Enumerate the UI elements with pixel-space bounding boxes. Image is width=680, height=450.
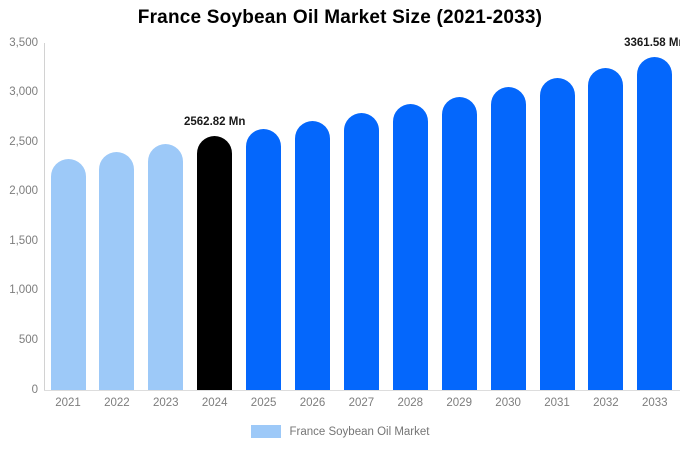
x-tick-label-2027: 2027 [348, 397, 375, 409]
bar-2025[interactable] [246, 128, 282, 390]
y-axis-line [44, 43, 45, 390]
bar-2033[interactable] [637, 56, 673, 390]
bar-2029[interactable] [441, 96, 477, 390]
y-tick-label: 3,000 [9, 86, 38, 99]
bar-2024[interactable] [197, 135, 233, 390]
point-label-2024: 2562.82 Mn [184, 115, 246, 128]
y-tick-label: 2,000 [9, 185, 38, 198]
bar-2031[interactable] [539, 77, 575, 390]
legend-label: France Soybean Oil Market [289, 425, 430, 438]
bar-2023[interactable] [148, 144, 184, 390]
x-tick-label-2023: 2023 [153, 397, 179, 409]
bar-2022[interactable] [99, 151, 135, 390]
chart-title: France Soybean Oil Market Size (2021-203… [137, 7, 543, 28]
x-tick-label-2022: 2022 [104, 397, 130, 409]
bar-2027[interactable] [343, 112, 379, 390]
x-tick-label-2030: 2030 [495, 397, 521, 409]
x-tick-label-2024: 2024 [201, 397, 228, 409]
y-tick-label: 1,000 [9, 284, 38, 297]
x-tick-label-2026: 2026 [299, 397, 326, 409]
bar-2028[interactable] [392, 103, 428, 390]
x-tick-label-2029: 2029 [446, 397, 472, 409]
legend-swatch [250, 425, 281, 438]
x-tick-label-2021: 2021 [55, 397, 81, 409]
bar-2032[interactable] [588, 67, 624, 390]
bar-2030[interactable] [490, 87, 526, 390]
x-axis-line [44, 390, 680, 391]
x-tick-label-2033: 2033 [642, 397, 668, 409]
y-tick-label: 1,500 [9, 234, 38, 247]
bar-2021[interactable] [50, 158, 86, 390]
x-tick-label-2032: 2032 [593, 397, 619, 409]
legend-item[interactable]: France Soybean Oil Market [0, 425, 680, 438]
y-tick-label: 2,500 [9, 135, 38, 148]
x-tick-label-2028: 2028 [397, 397, 424, 409]
y-tick-label: 3,500 [9, 36, 38, 49]
point-label-2033: 3361.58 Mn [624, 36, 680, 49]
y-tick-label: 0 [31, 383, 38, 396]
y-tick-label: 500 [18, 333, 38, 346]
bar-2026[interactable] [295, 120, 330, 390]
x-tick-label-2031: 2031 [544, 397, 570, 409]
x-tick-label-2025: 2025 [250, 397, 277, 409]
